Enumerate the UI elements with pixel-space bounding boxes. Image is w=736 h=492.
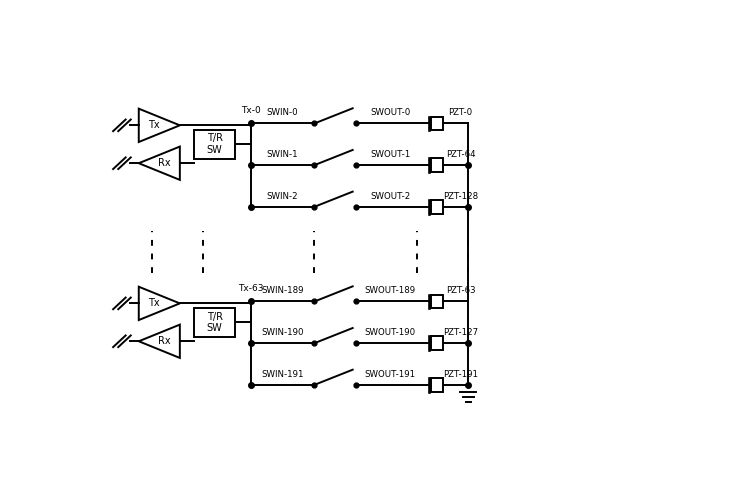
- Text: SWOUT-0: SWOUT-0: [370, 108, 411, 118]
- Text: Tx: Tx: [149, 298, 160, 308]
- Text: SWOUT-1: SWOUT-1: [370, 150, 411, 159]
- Text: T/R
SW: T/R SW: [207, 311, 222, 333]
- Text: PZT-191: PZT-191: [443, 370, 478, 379]
- Text: PZT-128: PZT-128: [443, 192, 478, 201]
- Text: PZT-64: PZT-64: [446, 150, 475, 159]
- Bar: [431, 158, 443, 172]
- Bar: [431, 117, 443, 130]
- Text: SWIN-189: SWIN-189: [261, 286, 304, 295]
- Bar: [431, 378, 443, 392]
- Text: Tx-0: Tx-0: [241, 106, 261, 115]
- Text: SWIN-2: SWIN-2: [266, 192, 298, 201]
- Bar: [431, 337, 443, 350]
- Text: SWIN-190: SWIN-190: [261, 328, 304, 337]
- Bar: [431, 295, 443, 308]
- Text: SWOUT-190: SWOUT-190: [365, 328, 416, 337]
- Text: PZT-63: PZT-63: [446, 286, 475, 295]
- Bar: [431, 200, 443, 214]
- Bar: [194, 129, 236, 159]
- Text: SWIN-1: SWIN-1: [266, 150, 298, 159]
- Text: Tx: Tx: [149, 121, 160, 130]
- Bar: [194, 308, 236, 337]
- Text: SWIN-191: SWIN-191: [261, 370, 304, 379]
- Text: SWOUT-189: SWOUT-189: [365, 286, 416, 295]
- Text: Rx: Rx: [158, 158, 171, 168]
- Text: Rx: Rx: [158, 336, 171, 346]
- Text: SWIN-0: SWIN-0: [266, 108, 298, 118]
- Text: PZT-0: PZT-0: [448, 108, 473, 118]
- Text: SWOUT-191: SWOUT-191: [365, 370, 416, 379]
- Text: Tx-63: Tx-63: [238, 284, 263, 293]
- Text: T/R
SW: T/R SW: [207, 133, 222, 155]
- Text: PZT-127: PZT-127: [443, 328, 478, 337]
- Text: SWOUT-2: SWOUT-2: [370, 192, 411, 201]
